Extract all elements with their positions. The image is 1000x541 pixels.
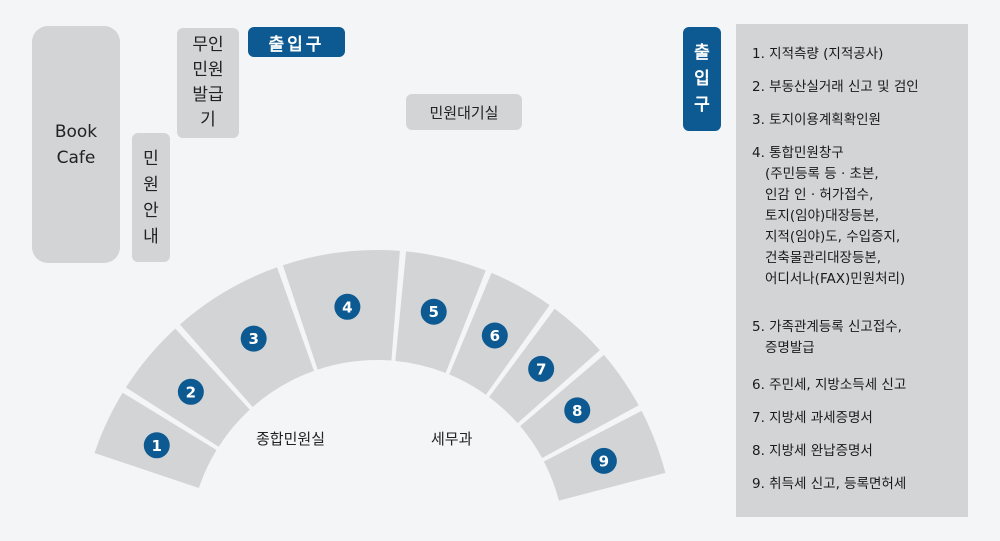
service-item-2: 2. 부동산실거래 신고 및 검인 [752,79,919,95]
counter-arc: 1 2 3 4 5 6 7 8 9 [94,250,666,501]
window-number-badge-7 [528,355,555,382]
window-number-8: 8 [572,402,582,420]
window-number-7: 7 [536,360,546,378]
window-number-3: 3 [248,330,258,348]
window-number-badge-8 [564,397,591,424]
window-number-2: 2 [186,383,196,401]
window-number-badge-1 [143,432,170,459]
window-number-badge-3 [240,325,267,352]
tax-office-label: 세무과 [431,430,473,448]
info-desk: 민원안내 [132,133,170,262]
service-item-6: 6. 주민세, 지방소득세 신고 [752,377,907,393]
window-number-5: 5 [429,303,439,321]
info-desk-label: 민원안내 [143,148,159,247]
window-number-badge-5 [420,298,447,325]
service-item-3: 3. 토지이용계획확인원 [752,112,881,128]
window-number-4: 4 [342,298,352,316]
exit-side-label: 출입구 [694,43,710,115]
window-number-6: 6 [490,327,500,345]
service-item-4: 4. 통합민원창구 (주민등록 등 · 초본, 인감 인 · 허가접수, 토지(… [752,145,906,287]
book-cafe: Book Cafe [32,26,120,263]
window-number-9: 9 [599,452,609,470]
service-item-7: 7. 지방세 과세증명서 [752,410,873,426]
exit-top-label: 출입구 [268,34,325,55]
service-item-8: 8. 지방세 완납증명서 [752,443,873,459]
civil-room-label: 종합민원실 [256,430,326,448]
exit-top: 출입구 [248,27,345,57]
service-item-1: 1. 지적측량 (지적공사) [752,46,884,62]
kiosk-label: 무인민원발급기 [192,35,224,130]
service-item-9: 9. 취득세 신고, 등록면허세 [752,476,907,492]
exit-side: 출입구 [683,27,721,131]
window-number-badge-4 [334,293,361,320]
window-number-badge-6 [481,322,508,349]
window-number-badge-9 [590,447,617,474]
waiting-room: 민원대기실 [406,94,522,130]
window-number-badge-2 [177,378,204,405]
service-list: 1. 지적측량 (지적공사) 2. 부동산실거래 신고 및 검인 3. 토지이용… [736,24,968,517]
book-cafe-label: Book Cafe [54,121,98,168]
kiosk: 무인민원발급기 [177,28,239,138]
service-item-5: 5. 가족관계등록 신고접수, 증명발급 [752,319,902,356]
window-number-1: 1 [152,437,162,455]
waiting-room-label: 민원대기실 [429,103,499,122]
